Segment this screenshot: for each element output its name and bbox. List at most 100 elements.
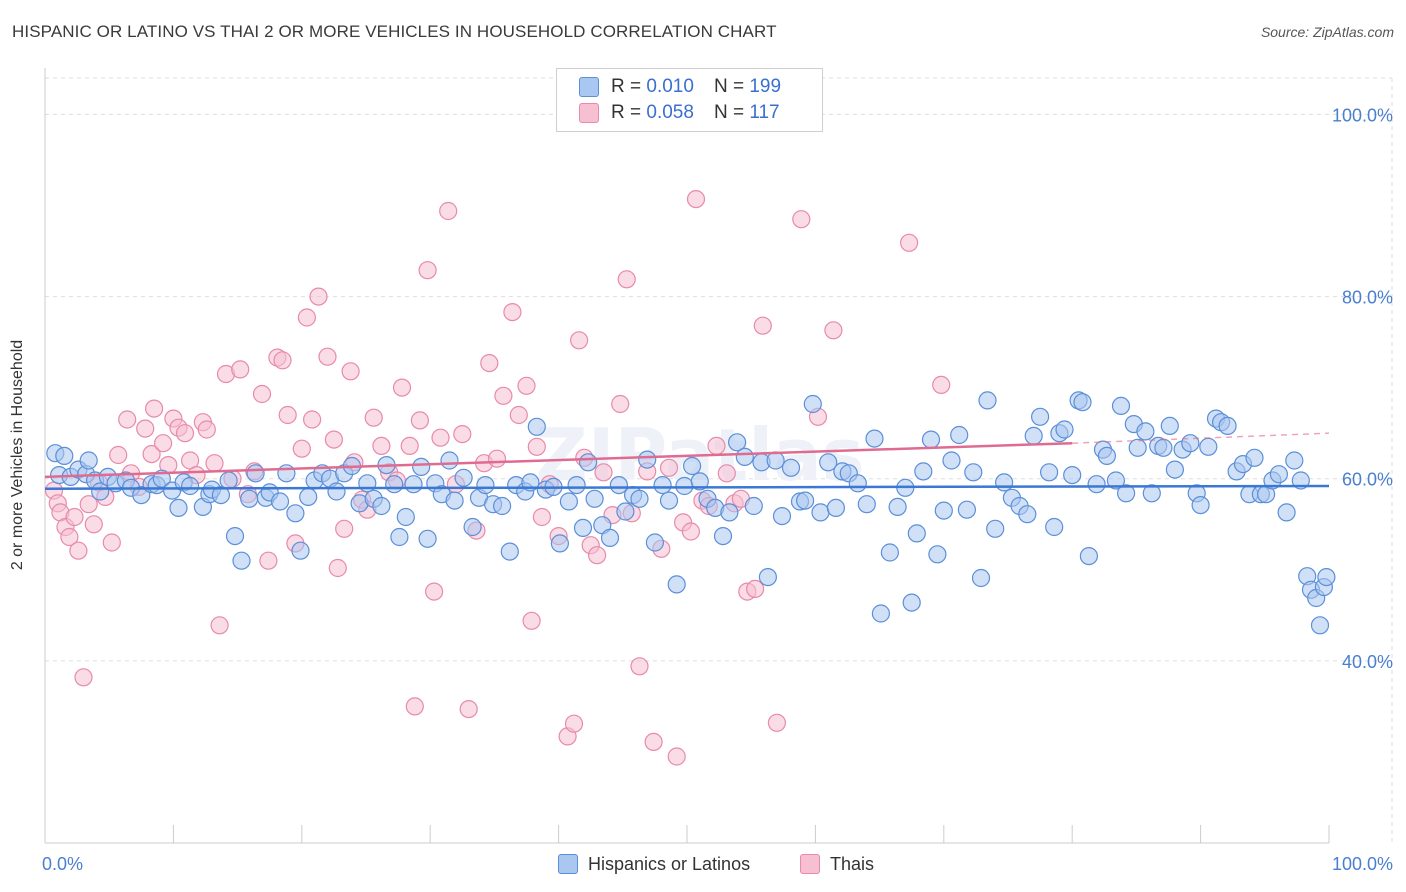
hispanics-point <box>390 527 409 547</box>
y-tick-label: 80.0% <box>1342 288 1393 308</box>
hispanics-point <box>1181 434 1200 453</box>
bottom-legend-label: Thais <box>830 853 875 874</box>
thais-point <box>74 668 93 687</box>
legend-swatch-blue <box>579 77 599 97</box>
hispanics-point <box>91 482 110 501</box>
hispanics-point <box>744 496 763 516</box>
hispanics-point <box>942 451 961 470</box>
thais-point <box>824 321 843 340</box>
thais-point <box>418 261 437 280</box>
thais-point <box>102 533 121 552</box>
hispanics-point <box>396 507 415 527</box>
hispanics-point <box>857 495 876 514</box>
hispanics-point <box>1055 420 1074 439</box>
hispanics-point <box>682 456 702 476</box>
thais-point <box>210 616 229 635</box>
hispanics-point <box>1063 466 1082 485</box>
chart-title: HISPANIC OR LATINO VS THAI 2 OR MORE VEH… <box>12 22 777 41</box>
hispanics-point <box>527 417 546 436</box>
hispanics-point <box>978 391 997 410</box>
hispanics-point <box>1128 438 1147 457</box>
thais-point <box>630 657 649 676</box>
bottom-legend-hispanics: Hispanics or Latinos <box>558 851 750 877</box>
hispanics-point <box>950 425 969 445</box>
thais-point <box>175 424 195 443</box>
hispanics-point <box>1097 446 1117 465</box>
hispanics-point <box>79 451 98 470</box>
hispanics-point <box>986 519 1005 538</box>
bottom-legend-swatch-blue <box>558 854 578 874</box>
hispanics-point <box>871 604 891 623</box>
thais-point <box>60 527 79 547</box>
hispanics-point <box>826 498 846 517</box>
hispanics-point <box>957 500 977 519</box>
thais-point <box>681 522 701 541</box>
thais-point <box>392 378 412 397</box>
hispanics-point <box>225 526 245 546</box>
hispanics-point <box>880 543 900 562</box>
thais-point <box>494 386 513 405</box>
hispanics-point <box>1310 616 1330 635</box>
y-tick-label: 100.0% <box>1332 105 1393 125</box>
hispanics-point <box>934 501 953 520</box>
thais-point <box>487 449 507 468</box>
thais-point <box>259 551 278 570</box>
thais-point <box>303 410 322 429</box>
hispanics-point <box>1291 471 1310 490</box>
thais-point <box>79 495 98 514</box>
thais-point <box>899 233 919 252</box>
thais-point <box>341 362 360 381</box>
thais-point <box>324 430 343 449</box>
hispanics-point <box>653 476 672 495</box>
hispanics-point <box>440 451 459 470</box>
hispanics-trend-line <box>44 484 1330 490</box>
hispanics-point <box>1191 496 1210 515</box>
hispanics-point <box>211 486 230 505</box>
hispanics-point <box>270 492 290 511</box>
hispanics-point <box>795 491 815 510</box>
hispanics-point <box>1317 567 1336 587</box>
hispanics-point <box>412 457 431 476</box>
hispanics-point <box>713 526 733 546</box>
hispanics-point <box>169 498 188 517</box>
thais-point <box>410 411 429 430</box>
hispanics-point <box>914 462 933 481</box>
hispanics-point <box>888 497 907 516</box>
hispanics-point <box>476 476 495 495</box>
hispanics-point <box>1160 416 1179 435</box>
thais-point <box>278 405 297 425</box>
thais-point <box>318 347 337 366</box>
thais-point <box>527 437 546 456</box>
hispanics-point <box>616 502 635 521</box>
hispanics-point <box>578 453 598 472</box>
thais-point <box>792 210 811 229</box>
stats-legend: R = 0.010 N = 199 R = 0.058 N = 117 <box>556 68 823 132</box>
thais-point <box>118 410 137 429</box>
y-axis-title: 2 or more Vehicles in Household <box>9 339 26 571</box>
hispanics-point <box>219 471 238 490</box>
thais-point <box>109 445 128 465</box>
thais-point <box>328 558 347 578</box>
hispanics-point <box>1218 416 1237 435</box>
legend-n-value: 117 <box>749 102 780 123</box>
legend-r-label: R = <box>611 76 642 97</box>
legend-r-value: 0.058 <box>646 102 694 123</box>
bottom-legend-thais: Thais <box>800 851 874 877</box>
thais-point <box>517 376 536 395</box>
hispanics-point <box>550 534 570 553</box>
hispanics-point <box>758 567 778 587</box>
hispanics-point <box>404 475 423 494</box>
hispanics-point <box>928 545 947 564</box>
hispanics-point <box>766 451 785 470</box>
hispanics-point <box>567 476 586 495</box>
thais-point <box>767 713 787 732</box>
legend-row-hispanics: R = 0.010 N = 199 <box>579 75 781 99</box>
legend-r-value: 0.010 <box>646 76 694 97</box>
thais-point <box>273 351 292 370</box>
thais-point <box>297 308 316 327</box>
hispanics-point <box>865 429 884 448</box>
thais-point <box>405 697 424 716</box>
thais-trend-line-extension <box>1072 432 1330 444</box>
hispanics-point <box>327 482 346 501</box>
